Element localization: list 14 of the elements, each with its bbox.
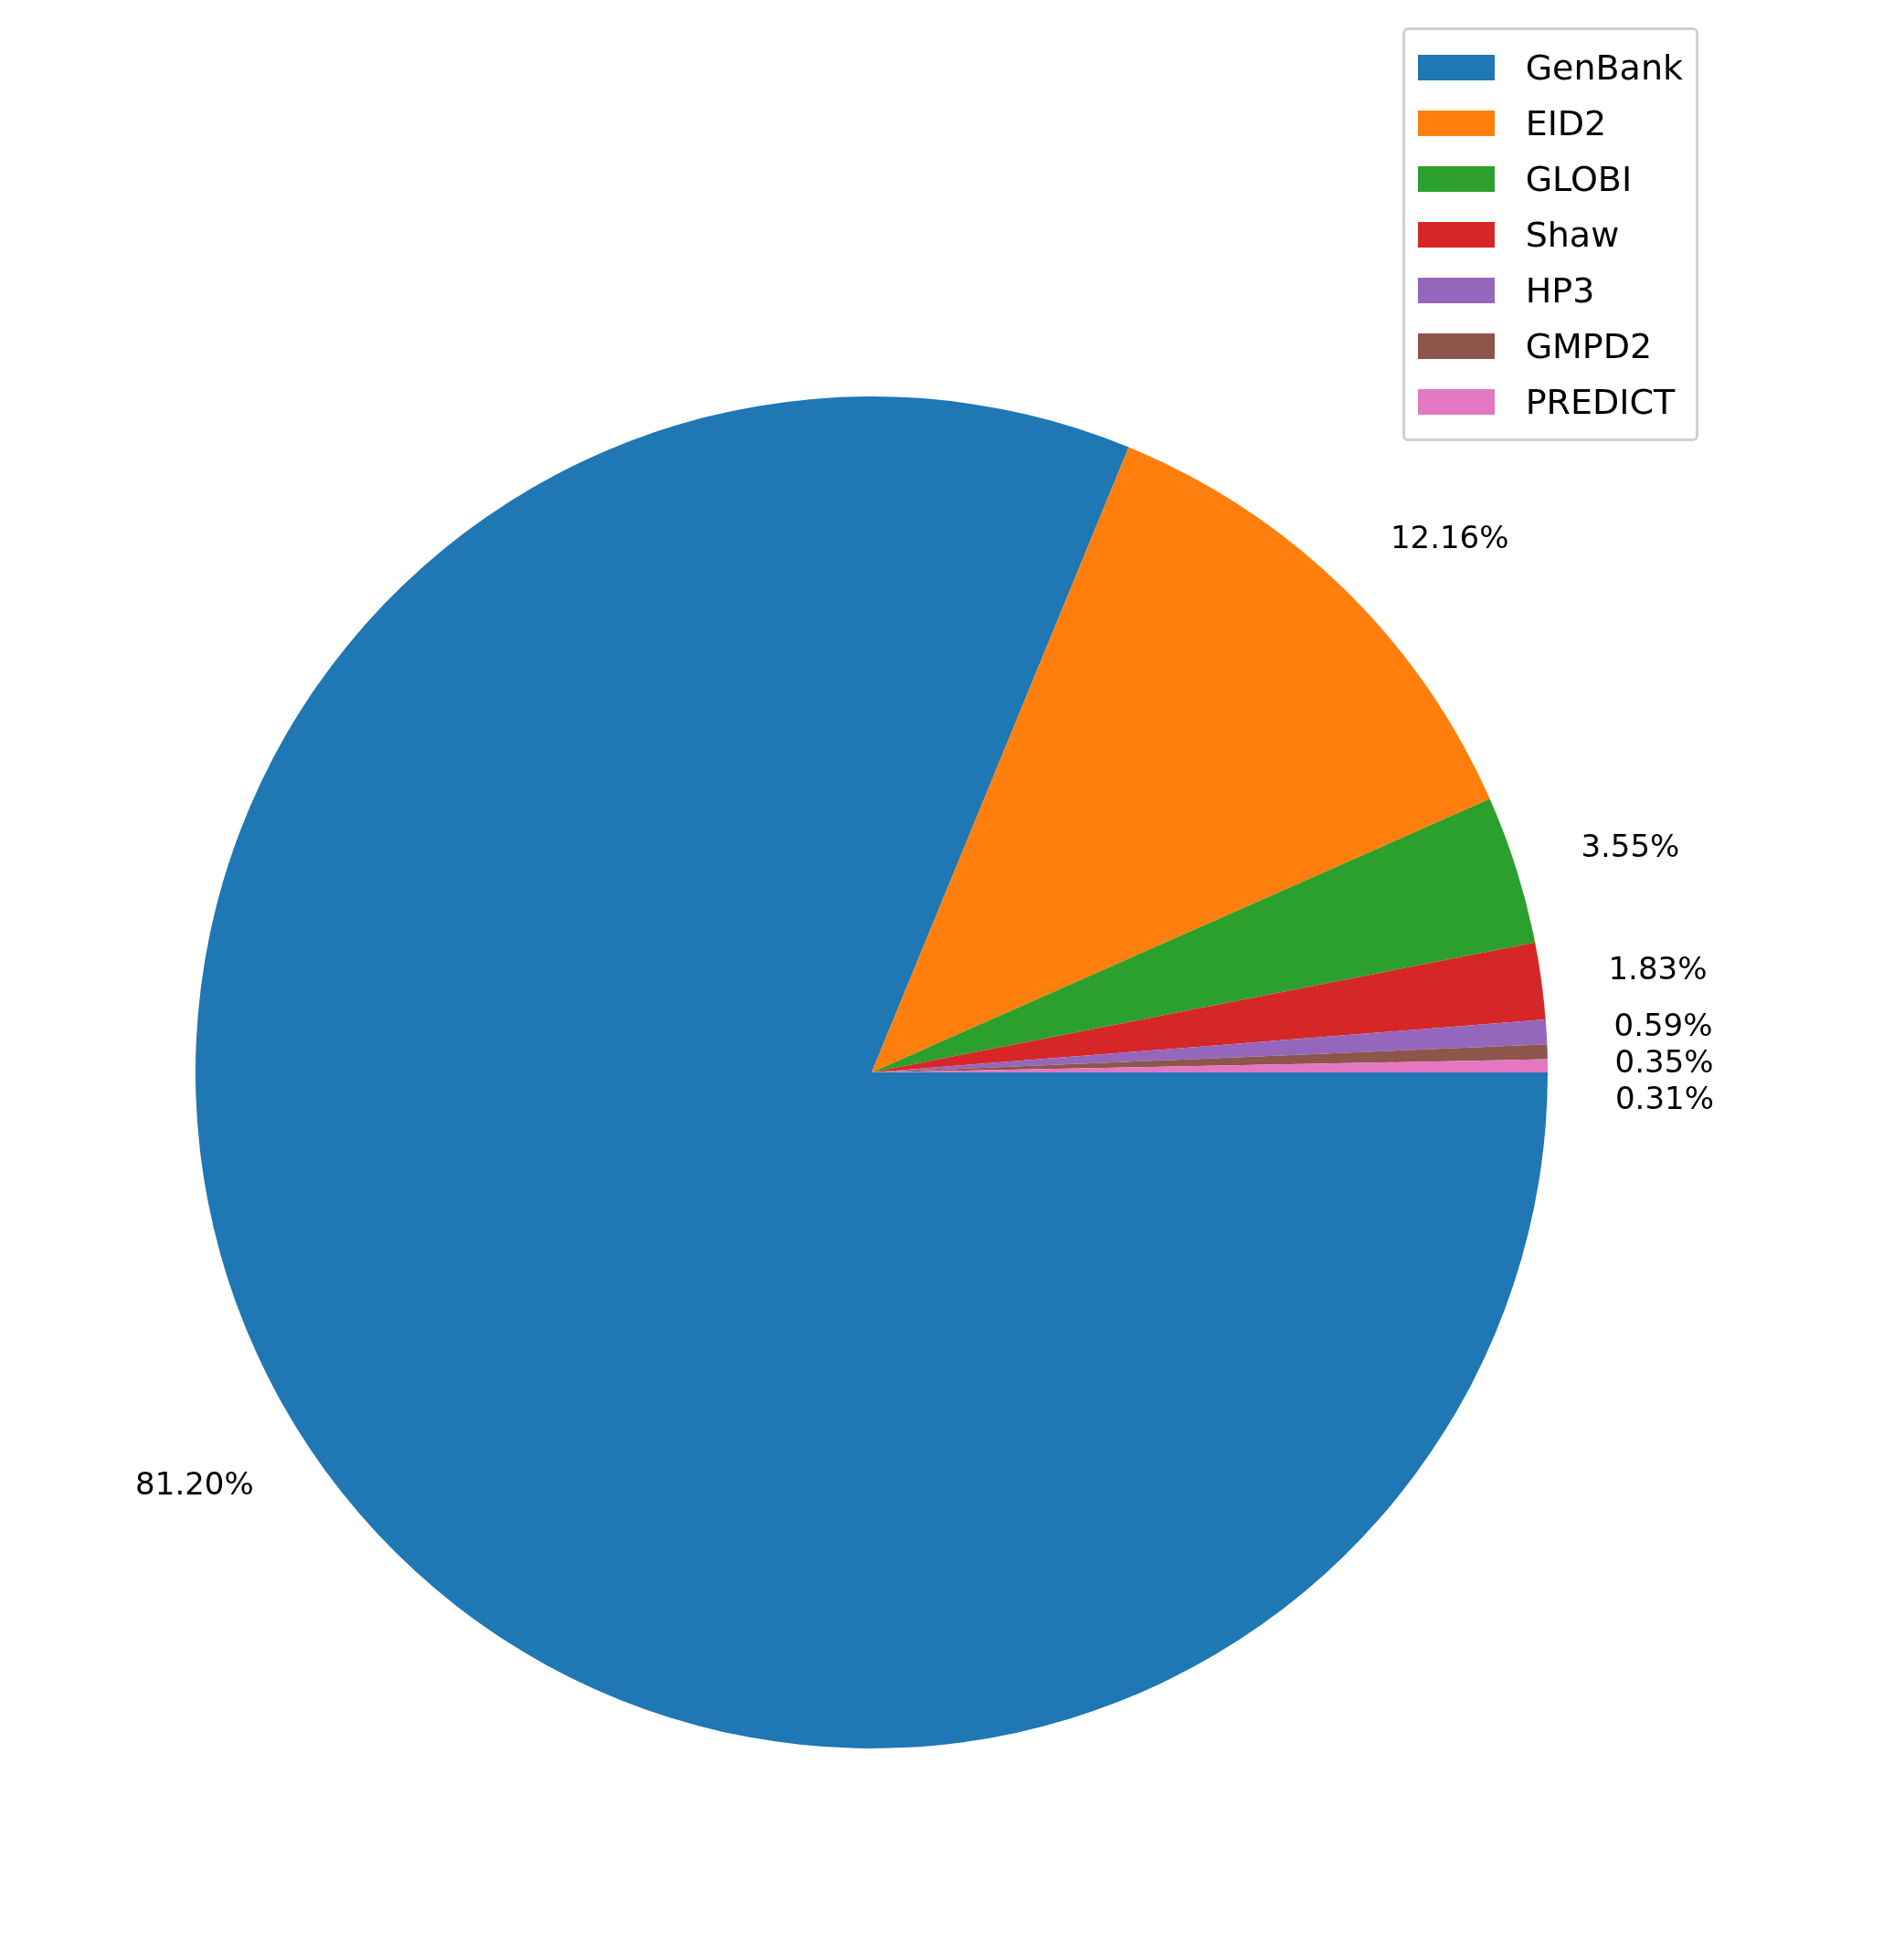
- legend-label: PREDICT: [1525, 381, 1676, 422]
- legend-label: EID2: [1525, 102, 1607, 143]
- data-label: 81.20%: [135, 1464, 254, 1502]
- legend-label: GenBank: [1525, 47, 1683, 88]
- legend-label: HP3: [1525, 269, 1595, 311]
- data-label: 0.35%: [1614, 1043, 1714, 1081]
- data-label: 12.16%: [1390, 518, 1509, 555]
- legend-label: Shaw: [1525, 214, 1620, 255]
- data-label: 0.31%: [1614, 1080, 1714, 1117]
- data-label: 1.83%: [1608, 950, 1708, 987]
- data-label: 3.55%: [1581, 828, 1680, 865]
- data-label: 0.59%: [1613, 1007, 1713, 1044]
- legend-label: GMPD2: [1525, 325, 1653, 366]
- legend-label: GLOBI: [1525, 158, 1633, 199]
